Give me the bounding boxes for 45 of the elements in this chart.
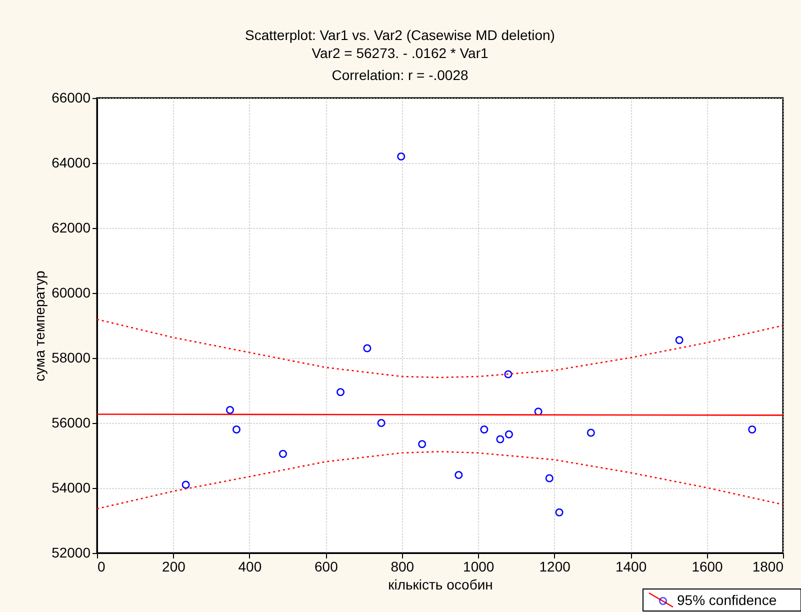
- point: [397, 152, 406, 160]
- chart-subtitle: Var2 = 56273. - .0162 * Var1 Correlation: r = -.0028: [312, 45, 488, 83]
- y-tick-label: 60000: [52, 284, 91, 300]
- point: [496, 435, 504, 444]
- point: [377, 419, 386, 427]
- x-tick-label: 1600: [692, 558, 724, 574]
- point: [336, 388, 345, 396]
- y-tick-label: 56000: [52, 414, 91, 430]
- x-tick-label: 0: [98, 558, 106, 574]
- point: [504, 370, 512, 378]
- x-tick-label: 1800: [752, 558, 784, 574]
- x-tick-label: 400: [238, 558, 262, 574]
- point: [232, 426, 240, 434]
- point: [675, 336, 684, 344]
- line-series: [96, 318, 784, 378]
- x-tick-label: 600: [314, 558, 338, 574]
- point: [555, 508, 564, 516]
- chart-title: Scatterplot: Var1 vs. Var2 (Casewise MD deletion): [245, 27, 555, 43]
- y-tick-label: 62000: [52, 220, 91, 236]
- point: [226, 406, 234, 414]
- point: [363, 344, 372, 352]
- point: [182, 480, 190, 489]
- y-tick-label: 66000: [52, 90, 91, 106]
- x-tick-label: 1000: [463, 558, 494, 574]
- point: [534, 408, 542, 416]
- x-tick-label: 1200: [539, 558, 571, 574]
- point: [586, 428, 595, 437]
- x-tick-label: 200: [162, 558, 186, 574]
- point: [748, 426, 756, 434]
- x-axis-title: кількість особин: [388, 576, 493, 592]
- point: [504, 430, 513, 438]
- point: [418, 440, 426, 448]
- line-series: [96, 450, 784, 510]
- legend-label: 95% confidence: [677, 592, 777, 608]
- y-tick-label: 58000: [52, 350, 91, 366]
- y-tick-label: 54000: [52, 480, 91, 496]
- point: [545, 474, 554, 482]
- point: [480, 426, 488, 434]
- point: [278, 450, 287, 458]
- x-tick-label: 1400: [615, 558, 647, 574]
- point: [454, 471, 463, 479]
- y-tick-label: 52000: [52, 544, 91, 560]
- x-tick-label: 800: [390, 558, 414, 574]
- y-tick-label: 64000: [52, 154, 91, 170]
- y-axis-title: сума температур: [32, 270, 48, 382]
